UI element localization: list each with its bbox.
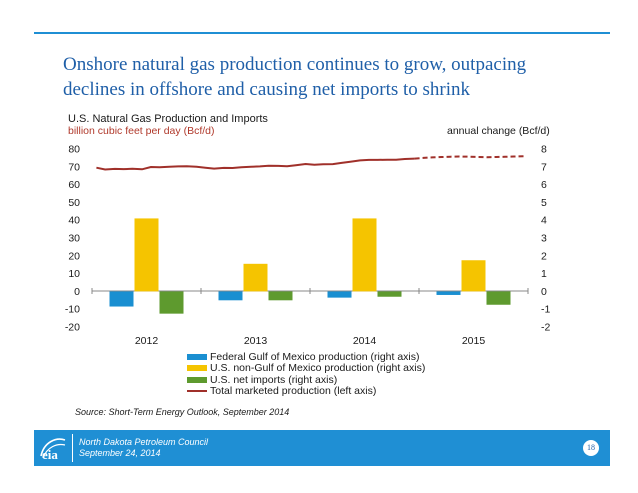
bar-net-imports <box>159 291 184 314</box>
legend-swatch-non-gom <box>187 365 207 372</box>
left-tick-label: 20 <box>68 250 80 262</box>
right-tick-label: 7 <box>541 161 547 173</box>
production-line-forecast <box>414 155 524 160</box>
bar-net-imports <box>377 291 402 297</box>
legend-swatch-federal-gom <box>187 353 207 360</box>
page-number: 18 <box>583 440 599 456</box>
slide-headline: Onshore natural gas production continues… <box>63 54 527 100</box>
top-rule <box>34 32 610 34</box>
footer-date: September 24, 2014 <box>79 448 161 458</box>
bar-non-gom <box>352 218 377 292</box>
footer-divider <box>72 434 73 462</box>
right-tick-label: -2 <box>541 322 550 334</box>
footer-organization: North Dakota Petroleum Council <box>79 437 209 447</box>
left-tick-label: 60 <box>68 179 80 191</box>
bar-federal-gom <box>218 291 243 301</box>
right-tick-label: 3 <box>541 233 547 245</box>
right-tick-label: 6 <box>541 179 547 191</box>
bar-federal-gom <box>327 291 352 298</box>
left-tick-label: 10 <box>68 268 80 280</box>
left-tick-label: 0 <box>74 286 80 298</box>
legend-item-total-production: Total marketed production (left axis) <box>187 385 425 398</box>
left-axis-unit-label: billion cubic feet per day (Bcf/d) <box>68 125 215 137</box>
left-tick-label: 30 <box>68 233 80 245</box>
right-tick-label: -1 <box>541 304 550 316</box>
source-note: Source: Short-Term Energy Outlook, Septe… <box>75 407 290 417</box>
bar-federal-gom <box>436 291 461 295</box>
legend-swatch-net-imports <box>187 376 207 383</box>
production-line-history <box>96 157 415 171</box>
right-tick-label: 4 <box>541 215 547 227</box>
bar-non-gom <box>461 260 486 292</box>
legend-label-federal-gom: Federal Gulf of Mexico production (right… <box>210 350 420 363</box>
legend-item-federal-gom: Federal Gulf of Mexico production (right… <box>187 351 425 363</box>
legend-label-net-imports: U.S. net imports (right axis) <box>210 373 338 386</box>
legend-label-total-production: Total marketed production (left axis) <box>210 385 377 398</box>
x-tick-label: 2012 <box>135 335 159 347</box>
right-tick-label: 5 <box>541 197 547 209</box>
eia-logo: eia <box>40 438 66 462</box>
footer-bar: eia North Dakota Petroleum Council Septe… <box>0 430 638 466</box>
x-tick-label: 2014 <box>353 335 377 347</box>
bar-net-imports <box>486 291 511 305</box>
right-tick-label: 1 <box>541 268 547 280</box>
footer-band <box>34 430 610 466</box>
left-tick-label: 70 <box>68 161 80 173</box>
legend-item-net-imports: U.S. net imports (right axis) <box>187 374 425 386</box>
legend-item-non-gom: U.S. non-Gulf of Mexico production (righ… <box>187 362 426 375</box>
bar-federal-gom <box>109 291 134 307</box>
right-axis-unit-label: annual change (Bcf/d) <box>447 125 550 137</box>
chart-title: U.S. Natural Gas Production and Imports <box>68 113 268 125</box>
x-tick-label: 2013 <box>244 335 268 347</box>
legend-swatch-total-production <box>187 390 207 393</box>
left-tick-label: -10 <box>65 304 80 316</box>
bar-non-gom <box>134 218 159 292</box>
x-tick-label: 2015 <box>462 335 486 347</box>
bar-net-imports <box>268 291 293 301</box>
right-tick-label: 2 <box>541 250 547 262</box>
left-tick-label: -20 <box>65 322 80 334</box>
logo-text: eia <box>42 447 58 462</box>
left-tick-label: 80 <box>68 144 80 156</box>
legend-label-non-gom: U.S. non-Gulf of Mexico production (righ… <box>210 362 426 375</box>
left-tick-label: 40 <box>68 215 80 227</box>
bar-non-gom <box>243 263 268 292</box>
chart-legend: Federal Gulf of Mexico production (right… <box>187 351 425 397</box>
right-tick-label: 0 <box>541 286 547 298</box>
left-tick-label: 50 <box>68 197 80 209</box>
right-tick-label: 8 <box>541 144 547 156</box>
